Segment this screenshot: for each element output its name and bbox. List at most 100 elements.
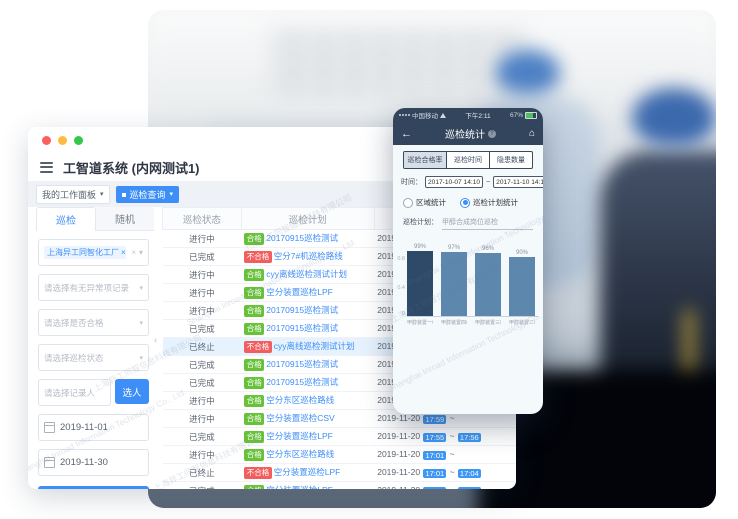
chart-bar-group: 99% bbox=[407, 242, 433, 316]
plan-link[interactable]: 空分7#机巡检路线 bbox=[273, 251, 343, 262]
photo-pipes bbox=[268, 28, 528, 98]
result-badge: 合格 bbox=[244, 268, 265, 281]
result-badge: 合格 bbox=[244, 358, 265, 371]
plan-link[interactable]: cyy离线巡检测试计划 bbox=[273, 341, 355, 352]
plan-value-field[interactable]: 甲醇合成岗位巡检 bbox=[442, 217, 533, 230]
cell-time: 2019-11-20 17:01 ~ bbox=[374, 445, 516, 464]
plan-link[interactable]: 20170915巡检测试 bbox=[266, 359, 339, 370]
calendar-icon bbox=[44, 422, 55, 433]
segment-tab-1[interactable]: 巡检时间 bbox=[446, 152, 489, 168]
person-filter-row: 请选择记录人 选人 bbox=[38, 379, 149, 406]
phone-status-bar: 中国移动 下午2:11 67% bbox=[393, 108, 543, 122]
plan-link[interactable]: 空分东区巡检路线 bbox=[266, 449, 335, 460]
wifi-icon bbox=[440, 112, 446, 118]
person-input[interactable]: 请选择记录人 bbox=[38, 379, 111, 406]
time-from-field[interactable]: 2017-10-07 14:10 bbox=[425, 176, 484, 188]
plan-link[interactable]: 空分装置巡检LPF bbox=[273, 467, 341, 478]
cell-status: 已完成 bbox=[162, 427, 242, 446]
back-icon[interactable]: ← bbox=[401, 127, 412, 140]
plan-link[interactable]: 20170915巡检测试 bbox=[266, 233, 339, 244]
cell-plan: 合格 cyy离线巡检测试计划 bbox=[241, 265, 375, 284]
filter-select[interactable]: 请选择有无异常项记录 ▾ bbox=[38, 274, 149, 301]
xtick-label: 甲醇装置二组 bbox=[509, 320, 535, 326]
result-badge: 合格 bbox=[244, 304, 265, 317]
clear-icon[interactable]: × bbox=[131, 248, 136, 257]
filter-select[interactable]: 请选择是否合格 ▾ bbox=[38, 309, 149, 336]
chart-xlabels: 甲醇装置一组 甲醇装置四组 甲醇装置三组 甲醇装置二组 bbox=[407, 319, 539, 326]
cell-plan: 不合格 空分7#机巡检路线 bbox=[241, 247, 375, 266]
plan-link[interactable]: 20170915巡检测试 bbox=[266, 377, 339, 388]
end-time-chip: 17:56 bbox=[457, 432, 481, 442]
bar-value-label: 90% bbox=[515, 250, 528, 256]
segment-tab-2[interactable]: 隐患数量 bbox=[489, 152, 532, 168]
time-range-row: 时间： 2017-10-07 14:10 ~ 2017-11-10 14:10 bbox=[401, 176, 543, 188]
cell-status: 进行中 bbox=[162, 265, 242, 284]
plan-link[interactable]: 20170915巡检测试 bbox=[266, 323, 339, 334]
window-zoom-button[interactable] bbox=[74, 135, 83, 145]
plan-link[interactable]: 空分装置巡检LPF bbox=[266, 287, 333, 298]
radio-1[interactable]: 巡检计划统计 bbox=[460, 197, 518, 208]
segment-tab-0[interactable]: 巡检合格率 bbox=[404, 152, 446, 168]
plan-link[interactable]: 空分装置巡检CSV bbox=[266, 413, 335, 424]
photo-yellow-strip bbox=[684, 310, 694, 410]
pick-person-button[interactable]: 选人 bbox=[115, 379, 149, 404]
end-time-chip: 17:04 bbox=[457, 468, 481, 478]
query-button[interactable]: 查询 bbox=[38, 486, 149, 489]
panel-collapse-handle[interactable]: ‹ bbox=[154, 335, 158, 346]
chevron-down-icon: ▾ bbox=[138, 248, 143, 257]
help-icon[interactable]: ? bbox=[487, 129, 496, 138]
plan-link[interactable]: 20170915巡检测试 bbox=[266, 305, 339, 316]
tab-inspection-query[interactable]: 巡检查询 ▾ bbox=[115, 186, 180, 203]
plan-link[interactable]: cyy离线巡检测试计划 bbox=[266, 269, 348, 280]
factory-multiselect[interactable]: 上海异工同智化工厂 × × ▾ bbox=[38, 239, 149, 266]
end-time-chip: 16:41 bbox=[457, 486, 481, 489]
cell-status: 已终止 bbox=[162, 463, 242, 482]
panel-tab-random[interactable]: 随机 bbox=[96, 207, 154, 231]
date-start-input[interactable]: 2019-11-01 bbox=[38, 414, 149, 441]
xtick-label: 甲醇装置四组 bbox=[441, 320, 467, 326]
select-placeholder: 请选择巡检状态 bbox=[44, 352, 104, 363]
panel-tab-inspection[interactable]: 巡检 bbox=[36, 207, 96, 231]
column-header: 巡检计划 bbox=[240, 207, 375, 230]
time-label: 时间： bbox=[401, 179, 422, 186]
tab-workspace[interactable]: 我的工作面板 ▾ bbox=[36, 185, 110, 204]
cell-status: 已完成 bbox=[162, 373, 242, 392]
plan-link[interactable]: 空分装置巡检LPF bbox=[266, 431, 333, 442]
phone-nav-bar: ← 巡检统计 ? ⌂ bbox=[393, 122, 543, 145]
cell-time: 2019-11-20 17:59 ~ bbox=[374, 409, 516, 428]
tag-close-icon[interactable]: × bbox=[121, 248, 126, 257]
result-badge: 不合格 bbox=[244, 340, 272, 353]
ytick-label: 0.4 bbox=[397, 285, 405, 291]
plan-link[interactable]: 空分装置巡检LPF bbox=[266, 485, 333, 489]
select-suffix: × ▾ bbox=[131, 248, 143, 257]
result-badge: 合格 bbox=[244, 376, 265, 389]
start-time-chip: 17:01 bbox=[423, 468, 447, 478]
carrier-label: 中国移动 bbox=[412, 113, 438, 120]
plan-link[interactable]: 空分东区巡检路线 bbox=[266, 395, 335, 406]
window-close-button[interactable] bbox=[42, 135, 51, 145]
desktop-app-window: 工智道系统 (内网测试1) 我的工作面板 ▾ 巡检查询 ▾ 巡检 随机 上海异工同… bbox=[28, 127, 516, 489]
home-icon[interactable]: ⌂ bbox=[528, 128, 535, 139]
time-to-field[interactable]: 2017-11-10 14:10 bbox=[493, 176, 543, 188]
factory-tag[interactable]: 上海异工同智化工厂 × bbox=[44, 246, 126, 259]
cell-status: 进行中 bbox=[162, 409, 242, 428]
filter-select[interactable]: 请选择巡检状态 ▾ bbox=[38, 344, 149, 371]
window-minimize-button[interactable] bbox=[58, 135, 67, 145]
battery-percent: 67% bbox=[509, 111, 523, 119]
menu-icon[interactable] bbox=[40, 161, 53, 173]
cell-time: 2019-11-20 17:01 ~ 17:04 bbox=[374, 463, 516, 482]
cell-status: 进行中 bbox=[162, 445, 242, 464]
calendar-icon bbox=[44, 457, 55, 468]
radio-label: 巡检计划统计 bbox=[473, 198, 518, 207]
radio-0[interactable]: 区域统计 bbox=[403, 197, 446, 208]
date-end-input[interactable]: 2019-11-30 bbox=[38, 449, 149, 476]
cell-plan: 不合格 cyy离线巡检测试计划 bbox=[241, 337, 375, 356]
result-badge: 合格 bbox=[244, 286, 265, 299]
